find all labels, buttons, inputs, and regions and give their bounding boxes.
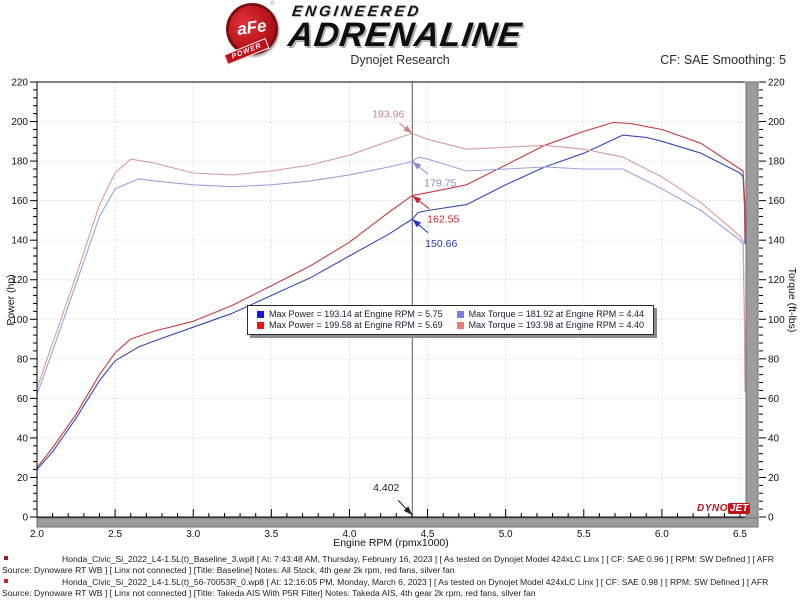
x-tick-label: 4.5 bbox=[421, 529, 435, 540]
baseline-torque-curve bbox=[36, 156, 746, 395]
y-tick-label-left: 60 bbox=[17, 394, 29, 405]
legend-swatch-blue bbox=[257, 310, 264, 318]
page-title: Dynojet Research bbox=[350, 53, 450, 67]
y-tick-label-left: 40 bbox=[17, 433, 29, 444]
dynojet-watermark-dyno: DYNO bbox=[697, 503, 728, 514]
run-info-line-baseline: Honda_Civic_Si_2022_L4-1.5L(t)_Baseline_… bbox=[0, 554, 800, 575]
y-tick-label-left: 220 bbox=[11, 78, 28, 89]
x-tick-label: 5.5 bbox=[577, 529, 591, 540]
y-tick-label-left: 120 bbox=[11, 275, 28, 286]
dynojet-watermark: DYNO JET bbox=[697, 503, 751, 514]
x-tick-label: 2.5 bbox=[108, 529, 122, 540]
legend-label: Max Torque = 181.92 at Engine RPM = 4.44 bbox=[468, 309, 645, 319]
x-tick-label: 6.5 bbox=[733, 529, 747, 540]
run-info-text: Honda_Civic_Si_2022_L4-1.5L(t)_Baseline_… bbox=[2, 554, 774, 575]
x-tick-label: 2.0 bbox=[30, 529, 44, 540]
legend-item-baseline-power: Max Power = 193.14 at Engine RPM = 5.75 bbox=[257, 309, 443, 319]
registered-mark: ® bbox=[269, 0, 276, 8]
y-tick-label-left: 140 bbox=[11, 236, 28, 247]
annotation-arrowhead bbox=[412, 219, 422, 228]
y-tick-label-right: 180 bbox=[768, 157, 785, 168]
x-tick-label: 6.0 bbox=[655, 529, 669, 540]
right-axis-title: Torque (ft-lbs) bbox=[786, 268, 798, 333]
y-tick-label-right: 40 bbox=[768, 433, 780, 444]
y-tick-label-right: 220 bbox=[768, 78, 785, 89]
afe-power-logo: aFe ® POWER ENGINEERED ADRENALINE bbox=[222, 0, 524, 66]
afe-badge-text: aFe bbox=[235, 16, 268, 39]
x-tick-label: 3.0 bbox=[186, 529, 200, 540]
y-tick-label-left: 180 bbox=[11, 157, 28, 168]
x-tick-label: 5.0 bbox=[499, 529, 513, 540]
legend-label: Max Power = 193.14 at Engine RPM = 5.75 bbox=[269, 309, 443, 319]
run-bullet-takeda bbox=[4, 579, 8, 583]
y-tick-label-right: 140 bbox=[768, 236, 785, 247]
afe-badge: aFe ® POWER bbox=[222, 0, 282, 66]
takeda-power-curve bbox=[36, 121, 746, 468]
x-tick-label: 3.5 bbox=[264, 529, 278, 540]
y-tick-label-left: 0 bbox=[22, 513, 28, 524]
run-info-line-takeda: Honda_Civic_Si_2022_L4-1.5L(t)_56-70053R… bbox=[0, 577, 800, 598]
y-tick-label-right: 20 bbox=[768, 473, 780, 484]
annotation-arrowhead bbox=[403, 125, 413, 134]
y-tick-label-left: 200 bbox=[11, 117, 28, 128]
annotation-value: 162.55 bbox=[427, 214, 459, 226]
legend-label: Max Power = 199.58 at Engine RPM = 5.69 bbox=[269, 320, 443, 330]
annotation-arrowhead bbox=[412, 195, 422, 204]
annotation-value: 150.66 bbox=[425, 238, 457, 250]
annotation-arrowhead bbox=[403, 506, 413, 515]
annotation-value: 179.75 bbox=[424, 178, 456, 190]
x-axis-title: Engine RPM (rpmx1000) bbox=[333, 537, 449, 549]
report-header: aFe ® POWER ENGINEERED ADRENALINE Dynoje… bbox=[0, 0, 800, 78]
annotation-value: 193.96 bbox=[372, 108, 404, 120]
y-tick-label-left: 20 bbox=[17, 473, 29, 484]
legend: Max Power = 193.14 at Engine RPM = 5.75 … bbox=[247, 305, 655, 335]
y-tick-label-right: 120 bbox=[768, 275, 785, 286]
legend-swatch-red bbox=[257, 321, 264, 329]
logo-wordmark: ENGINEERED ADRENALINE bbox=[286, 3, 527, 54]
smoothing-setting-label: CF: SAE Smoothing: 5 bbox=[660, 53, 786, 67]
run-bullet-baseline bbox=[4, 556, 8, 560]
y-tick-label-left: 80 bbox=[17, 354, 29, 365]
y-tick-label-left: 100 bbox=[11, 315, 28, 326]
run-info-text: Honda_Civic_Si_2022_L4-1.5L(t)_56-70053R… bbox=[2, 577, 769, 598]
dynojet-watermark-jet: JET bbox=[727, 503, 751, 514]
legend-item-takeda-power: Max Power = 199.58 at Engine RPM = 5.69 bbox=[257, 320, 443, 330]
legend-swatch-lightblue bbox=[456, 310, 464, 318]
y-tick-label-right: 200 bbox=[768, 117, 785, 128]
y-tick-label-right: 160 bbox=[768, 196, 785, 207]
logo-adrenaline-text: ADRENALINE bbox=[286, 16, 525, 54]
y-tick-label-right: 0 bbox=[768, 513, 774, 524]
y-tick-label-right: 100 bbox=[768, 315, 785, 326]
annotation-arrowhead bbox=[412, 161, 422, 170]
annotation-value: 4.402 bbox=[373, 482, 399, 494]
y-tick-label-right: 60 bbox=[768, 394, 780, 405]
legend-swatch-lightred bbox=[456, 321, 464, 329]
takeda-torque-curve bbox=[36, 132, 746, 389]
legend-label: Max Torque = 193.98 at Engine RPM = 4.40 bbox=[468, 320, 645, 330]
x-tick-label: 4.0 bbox=[342, 529, 356, 540]
legend-item-baseline-torque: Max Torque = 181.92 at Engine RPM = 4.44 bbox=[456, 309, 645, 319]
run-info-footer: Honda_Civic_Si_2022_L4-1.5L(t)_Baseline_… bbox=[0, 554, 800, 600]
baseline-power-curve bbox=[36, 134, 746, 470]
vertical-scrollbar[interactable] bbox=[745, 81, 759, 528]
legend-item-takeda-torque: Max Torque = 193.98 at Engine RPM = 4.40 bbox=[456, 320, 645, 330]
y-tick-label-left: 160 bbox=[11, 196, 28, 207]
y-tick-label-right: 80 bbox=[768, 354, 780, 365]
horizontal-scrollbar[interactable] bbox=[36, 517, 759, 528]
left-axis-title: Power (hp) bbox=[5, 274, 17, 325]
